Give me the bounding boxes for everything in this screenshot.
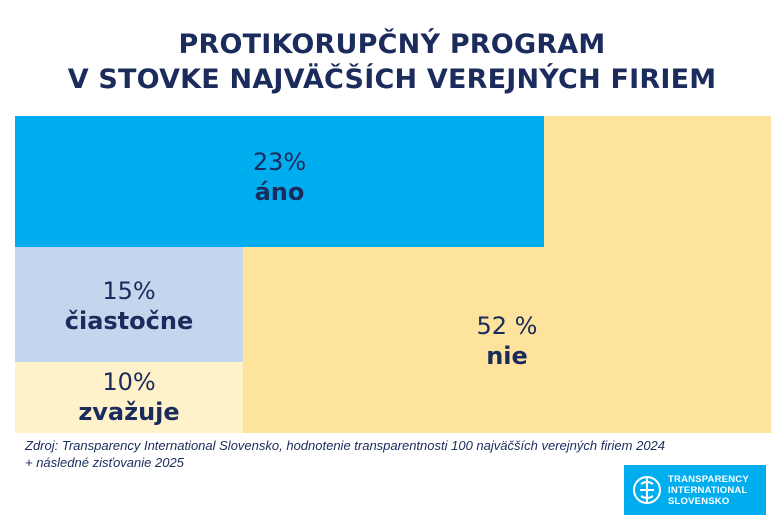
transparency-logo: TRANSPARENCY INTERNATIONAL SLOVENSKO	[624, 465, 766, 515]
chart-title-line-2: V STOVKE NAJVÄČŠÍCH VEREJNÝCH FIRIEM	[67, 64, 717, 95]
tile-zvazuje	[15, 362, 243, 433]
label-zvazuje: 10% zvažuje	[15, 367, 243, 427]
tile-ano	[15, 116, 544, 247]
label-ano: 23% áno	[15, 147, 544, 207]
category-label-zvazuje: zvažuje	[78, 398, 180, 426]
logo-line-2: INTERNATIONAL	[668, 485, 748, 496]
category-label-ciastocne: čiastočne	[64, 307, 194, 335]
logo-text: TRANSPARENCY INTERNATIONAL SLOVENSKO	[668, 474, 749, 507]
value-label-ano: 23%	[252, 148, 307, 176]
transparency-globe-icon	[633, 476, 661, 504]
tile-ciastocne	[15, 247, 243, 362]
source-line-2: + následné zisťovanie 2025	[25, 455, 184, 470]
category-label-ano: áno	[254, 178, 305, 206]
category-label-nie: nie	[486, 342, 528, 370]
value-label-ciastocne: 15%	[102, 277, 156, 305]
logo-line-1: TRANSPARENCY	[668, 474, 749, 485]
source-note: Zdroj: Transparency International Sloven…	[25, 437, 765, 471]
value-label-nie: 52 %	[476, 312, 538, 340]
source-line-1: Zdroj: Transparency International Sloven…	[25, 438, 666, 453]
value-label-zvazuje: 10%	[102, 368, 156, 396]
chart-title-line-1: PROTIKORUPČNÝ PROGRAM	[178, 29, 606, 60]
label-nie: 52 % nie	[243, 311, 771, 371]
logo-line-3: SLOVENSKO	[668, 496, 730, 507]
label-ciastocne: 15% čiastočne	[15, 276, 243, 336]
